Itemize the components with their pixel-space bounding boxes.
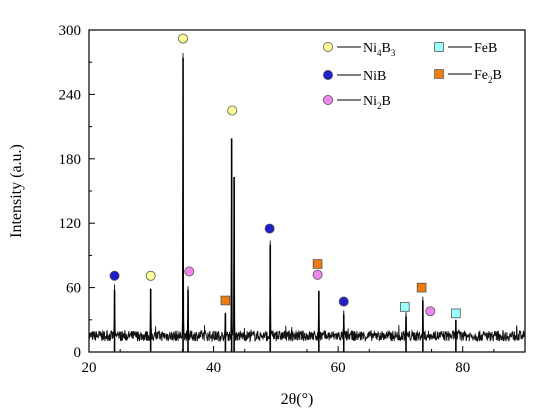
phase-markers: [109, 33, 461, 319]
legend-item-fe2b: Fe2B: [434, 68, 502, 85]
marker-fe2b: [312, 259, 323, 269]
legend-marker: [322, 95, 333, 106]
legend-label: Ni4B3: [363, 41, 396, 58]
y-tick-label: 60: [66, 281, 81, 297]
marker-ni2b: [425, 306, 436, 317]
xrd-series-line: [88, 53, 526, 343]
marker-fe2b: [416, 282, 427, 293]
marker-feb: [451, 308, 461, 319]
marker-nib: [109, 270, 120, 281]
y-tick-label: 120: [59, 216, 82, 232]
x-tick-label: 80: [455, 360, 470, 376]
legend-label: Fe2B: [474, 68, 502, 85]
legend-item-feb: FeB: [434, 41, 497, 56]
marker-feb: [399, 302, 410, 312]
y-axis-title: Intensity (a.u.): [8, 144, 25, 238]
legend-item-ni4b3: Ni4B3: [322, 41, 396, 58]
x-tick-label: 40: [206, 360, 221, 376]
marker-ni4b3: [145, 270, 156, 281]
legend-marker: [434, 69, 444, 79]
diffraction-trace: [88, 53, 526, 352]
x-tick-label: 60: [331, 360, 346, 376]
x-axis-title: 2θ(°): [281, 391, 314, 408]
axis-ticks: 20 40 60 80 0 60 120 180 240 300: [59, 23, 495, 376]
legend-marker: [322, 70, 333, 81]
legend-label: FeB: [474, 41, 497, 56]
y-tick-label: 240: [59, 87, 82, 103]
marker-ni4b3: [227, 105, 238, 116]
legend-marker: [434, 42, 444, 52]
plot-frame: [88, 29, 526, 353]
legend-label: Ni2B: [363, 94, 391, 111]
y-tick-label: 300: [59, 23, 82, 39]
y-tick-label: 180: [59, 152, 82, 168]
legend-item-nib: NiB: [322, 69, 386, 84]
y-tick-label: 0: [74, 345, 82, 361]
legend-label: NiB: [363, 69, 386, 84]
marker-ni2b: [312, 269, 323, 280]
legend-item-ni2b: Ni2B: [322, 94, 391, 111]
legend: Ni4B3 NiB Ni2B FeB Fe2B: [322, 41, 502, 111]
marker-nib: [264, 223, 275, 234]
marker-fe2b: [220, 295, 231, 306]
marker-ni4b3: [178, 33, 189, 44]
legend-marker: [322, 42, 333, 53]
x-tick-label: 20: [82, 360, 97, 376]
marker-nib: [338, 296, 349, 307]
marker-ni2b: [184, 266, 195, 277]
